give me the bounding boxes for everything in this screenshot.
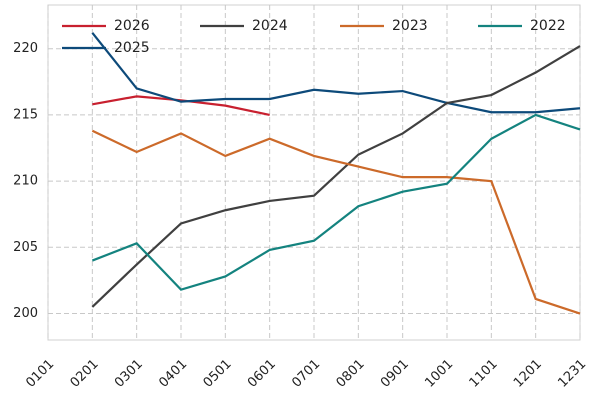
x-tick-label: 0901 <box>378 357 412 391</box>
x-tick-label: 0601 <box>245 357 279 391</box>
legend-label: 2026 <box>114 18 150 34</box>
legend-label: 2022 <box>530 18 566 34</box>
series-line <box>91 129 581 315</box>
legend-item: 2025 <box>62 40 150 56</box>
x-tick-label: 0501 <box>201 357 235 391</box>
legend-label: 2023 <box>392 18 428 34</box>
y-tick-label: 210 <box>13 174 38 189</box>
x-tick-label: 0701 <box>289 357 323 391</box>
x-tick-label: 1201 <box>511 357 545 391</box>
y-tick-label: 215 <box>13 107 38 122</box>
legend-label: 2024 <box>252 18 288 34</box>
series-line <box>92 95 270 116</box>
y-tick-label: 220 <box>13 41 38 56</box>
series-line <box>91 113 581 291</box>
series-line <box>91 32 581 114</box>
series-line <box>91 45 581 308</box>
x-tick-label: 1231 <box>555 357 589 391</box>
x-tick-label: 0401 <box>156 357 190 391</box>
x-tick-label: 1001 <box>422 357 456 391</box>
y-tick-label: 205 <box>13 240 38 255</box>
legend-item: 2026 <box>62 18 150 34</box>
legend-item: 2022 <box>478 18 566 34</box>
y-tick-label: 200 <box>13 306 38 321</box>
x-tick-label: 0201 <box>68 357 102 391</box>
legend-item: 2024 <box>200 18 288 34</box>
x-tick-label: 0301 <box>112 357 146 391</box>
x-tick-label: 0801 <box>334 357 368 391</box>
x-tick-label: 0101 <box>23 357 57 391</box>
legend-item: 2023 <box>340 18 428 34</box>
legend-label: 2025 <box>114 40 150 56</box>
x-tick-label: 1101 <box>467 357 501 391</box>
